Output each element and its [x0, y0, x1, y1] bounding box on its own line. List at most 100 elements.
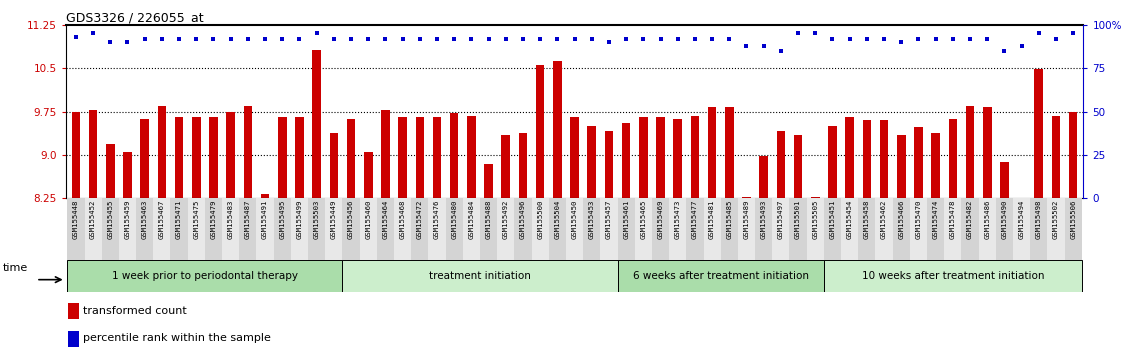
Bar — [140, 119, 149, 198]
Bar — [519, 133, 527, 198]
Bar — [343, 198, 360, 260]
Point — [222, 36, 240, 41]
Bar — [429, 198, 446, 260]
Text: GSM155475: GSM155475 — [193, 200, 199, 239]
Bar — [377, 198, 394, 260]
Bar — [295, 117, 304, 198]
Point — [239, 36, 257, 41]
Point — [634, 36, 653, 41]
Bar — [222, 198, 240, 260]
Point — [618, 36, 636, 41]
Point — [549, 36, 567, 41]
Bar — [1013, 198, 1030, 260]
Text: GSM155464: GSM155464 — [382, 200, 388, 239]
Bar — [742, 196, 751, 198]
Bar — [931, 133, 940, 198]
Text: 1 week prior to periodontal therapy: 1 week prior to periodontal therapy — [112, 271, 297, 281]
Bar — [326, 198, 343, 260]
Bar — [618, 198, 634, 260]
Bar — [484, 164, 493, 198]
Bar — [1030, 198, 1047, 260]
Point — [325, 36, 343, 41]
Bar — [670, 198, 687, 260]
Bar — [515, 198, 532, 260]
Text: GSM155468: GSM155468 — [399, 200, 406, 239]
Point — [737, 43, 756, 48]
Point — [67, 34, 85, 40]
Point — [188, 36, 206, 41]
Text: GSM155503: GSM155503 — [313, 200, 320, 239]
Text: GSM155478: GSM155478 — [950, 200, 956, 239]
Text: GSM155448: GSM155448 — [72, 200, 79, 239]
Bar — [756, 198, 772, 260]
Point — [943, 36, 961, 41]
Bar — [261, 194, 269, 198]
Text: GSM155495: GSM155495 — [279, 200, 285, 239]
Bar — [875, 198, 892, 260]
Point — [685, 36, 703, 41]
Bar — [364, 152, 372, 198]
Bar — [450, 113, 458, 198]
Bar — [587, 126, 596, 198]
Bar — [398, 117, 407, 198]
Bar — [68, 198, 85, 260]
Bar — [1069, 112, 1078, 198]
Bar — [68, 303, 78, 319]
Point — [1012, 43, 1030, 48]
Text: GSM155481: GSM155481 — [709, 200, 715, 239]
Bar — [1000, 162, 1009, 198]
Bar — [157, 106, 166, 198]
Bar — [656, 117, 665, 198]
Text: GSM155498: GSM155498 — [1036, 200, 1042, 239]
Point — [446, 36, 464, 41]
Text: GSM155450: GSM155450 — [571, 200, 578, 239]
Bar — [961, 198, 978, 260]
Point — [995, 48, 1013, 53]
Text: GSM155455: GSM155455 — [107, 200, 113, 239]
Bar — [570, 117, 579, 198]
Bar — [123, 152, 132, 198]
Point — [256, 36, 274, 41]
Point — [411, 36, 429, 41]
Bar — [549, 198, 566, 260]
Bar — [501, 135, 510, 198]
Bar — [102, 198, 119, 260]
Bar — [433, 117, 441, 198]
Bar — [463, 198, 480, 260]
Bar — [188, 198, 205, 260]
Text: GSM155453: GSM155453 — [589, 200, 595, 239]
Bar — [89, 110, 97, 198]
Bar — [209, 117, 218, 198]
Text: GSM155494: GSM155494 — [1019, 200, 1025, 239]
Text: GSM155493: GSM155493 — [761, 200, 767, 239]
Point — [342, 36, 360, 41]
Text: GSM155476: GSM155476 — [434, 200, 440, 239]
Bar — [71, 112, 80, 198]
Point — [394, 36, 412, 41]
Text: GSM155458: GSM155458 — [864, 200, 870, 239]
Point — [170, 36, 188, 41]
Text: GSM155502: GSM155502 — [1053, 200, 1059, 239]
Bar — [966, 106, 974, 198]
Text: GSM155460: GSM155460 — [365, 200, 371, 239]
Point — [532, 36, 550, 41]
Bar — [360, 198, 377, 260]
Point — [205, 36, 223, 41]
Bar — [618, 260, 823, 292]
Bar — [154, 198, 171, 260]
Text: 10 weeks after treatment initiation: 10 weeks after treatment initiation — [862, 271, 1044, 281]
Point — [102, 39, 120, 45]
Point — [668, 36, 687, 41]
Bar — [772, 198, 789, 260]
Bar — [789, 198, 806, 260]
Bar — [823, 198, 841, 260]
Text: treatment initiation: treatment initiation — [429, 271, 530, 281]
Bar — [978, 198, 995, 260]
Text: GSM155449: GSM155449 — [331, 200, 337, 239]
Bar — [927, 198, 944, 260]
Bar — [343, 260, 618, 292]
Bar — [1052, 115, 1060, 198]
Point — [153, 36, 171, 41]
Point — [720, 36, 739, 41]
Text: GSM155470: GSM155470 — [915, 200, 922, 239]
